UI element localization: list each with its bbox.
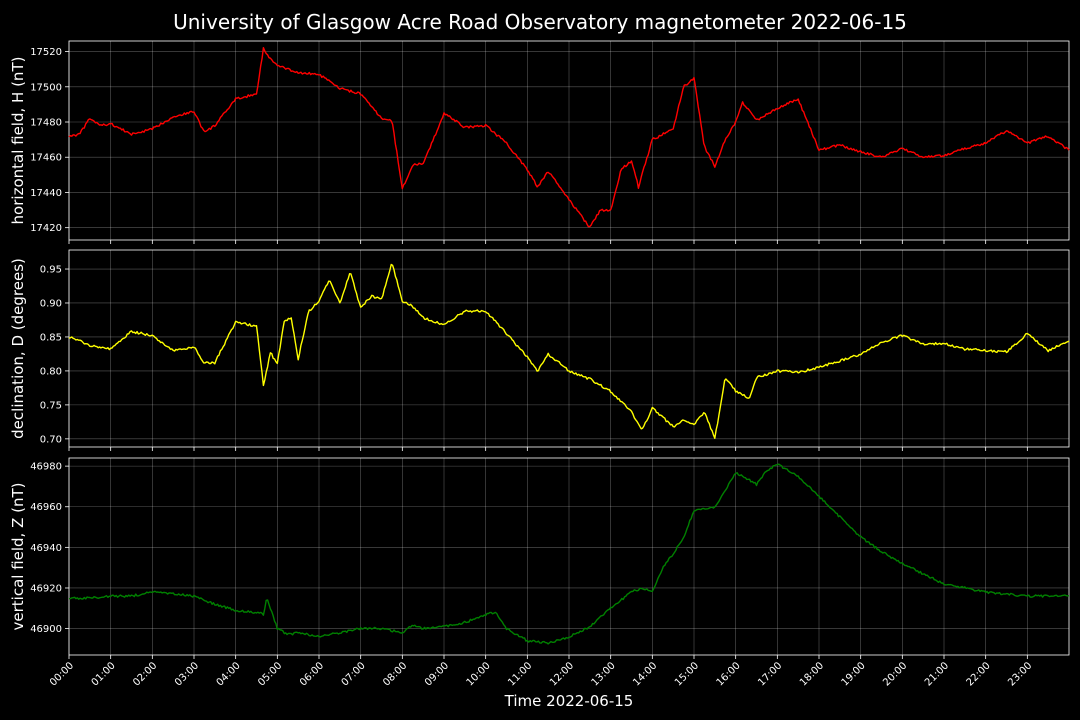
y-axis-label: horizontal field, H (nT) — [9, 57, 27, 225]
x-tick-label: 14:00 — [631, 660, 659, 688]
y-tick-label: 46960 — [30, 502, 62, 513]
y-tick-label: 0.85 — [40, 332, 62, 343]
y-tick-label: 0.95 — [40, 265, 62, 276]
y-tick-label: 17440 — [30, 188, 62, 199]
x-tick-label: 00:00 — [48, 660, 76, 688]
x-tick-label: 17:00 — [756, 660, 784, 688]
x-tick-label: 10:00 — [465, 660, 493, 688]
x-tick-label: 21:00 — [923, 660, 951, 688]
panel-frame — [68, 40, 1070, 241]
chart-title: University of Glasgow Acre Road Observat… — [173, 10, 907, 34]
panel-3: 00:00 01:00 02:00 03:00 04:00 05:00 06:00 07:00… — [9, 457, 1070, 688]
x-tick-label: 03:00 — [173, 660, 201, 688]
x-tick-label: 02:00 — [131, 660, 159, 688]
y-tick-label: 17460 — [30, 153, 62, 164]
x-tick-label: 05:00 — [256, 660, 284, 688]
y-axis-label: declination, D (degrees) — [9, 258, 27, 439]
series-line-2 — [68, 263, 1070, 439]
y-tick-label: 46920 — [30, 583, 62, 594]
y-tick-label: 17520 — [30, 47, 62, 58]
panel-frame — [68, 457, 1070, 656]
panel-frame — [68, 249, 1070, 448]
y-tick-label: 0.75 — [40, 400, 62, 411]
x-tick-label: 08:00 — [381, 660, 409, 688]
y-axis-label: vertical field, Z (nT) — [9, 482, 27, 630]
x-tick-label: 18:00 — [798, 660, 826, 688]
y-tick-label: 46980 — [30, 462, 62, 473]
x-tick-label: 20:00 — [881, 660, 909, 688]
x-tick-label: 15:00 — [673, 660, 701, 688]
y-tick-label: 17480 — [30, 118, 62, 129]
x-tick-label: 16:00 — [715, 660, 743, 688]
panel-2: 0.70 0.75 0.80 0.85 0.90 0.95 declination, D (… — [9, 249, 1070, 451]
y-tick-label: 17420 — [30, 223, 62, 234]
x-tick-label: 19:00 — [840, 660, 868, 688]
series-line-1 — [68, 47, 1070, 228]
chart-panels: 17420 17440 17460 17480 17500 17520horizontal… — [9, 40, 1070, 688]
x-tick-label: 09:00 — [423, 660, 451, 688]
x-axis-label: Time 2022-06-15 — [504, 692, 634, 710]
x-tick-label: 13:00 — [590, 660, 618, 688]
x-tick-label: 22:00 — [965, 660, 993, 688]
x-tick-label: 04:00 — [215, 660, 243, 688]
x-tick-label: 01:00 — [90, 660, 118, 688]
x-tick-label: 11:00 — [506, 660, 534, 688]
panel-1: 17420 17440 17460 17480 17500 17520horizontal… — [9, 40, 1070, 244]
y-tick-label: 46940 — [30, 543, 62, 554]
x-tick-label: 06:00 — [298, 660, 326, 688]
y-tick-label: 0.70 — [40, 434, 62, 445]
series-line-3 — [68, 463, 1070, 645]
x-tick-label: 07:00 — [340, 660, 368, 688]
y-tick-label: 17500 — [30, 82, 62, 93]
x-tick-label: 23:00 — [1006, 660, 1034, 688]
y-tick-label: 0.90 — [40, 298, 62, 309]
y-tick-label: 0.80 — [40, 366, 62, 377]
x-tick-label: 12:00 — [548, 660, 576, 688]
y-tick-label: 46900 — [30, 624, 62, 635]
